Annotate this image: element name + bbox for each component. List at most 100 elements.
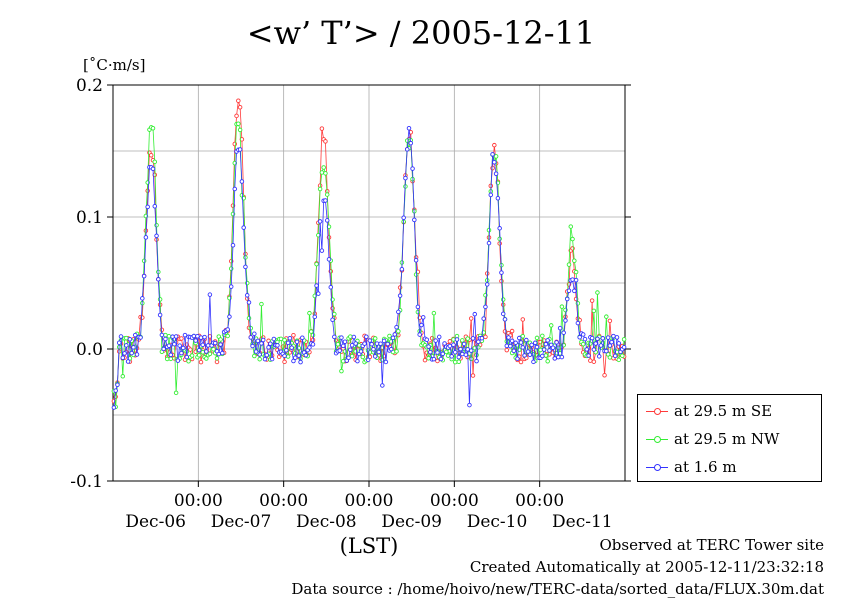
x-tick-date-1: Dec-07 xyxy=(211,512,272,532)
series-2-point-211 xyxy=(486,240,492,246)
series-1-point-211 xyxy=(486,227,492,233)
legend-label-nw: at 29.5 m NW xyxy=(674,430,780,448)
series-1-point-192 xyxy=(452,359,458,365)
series-2-point-163 xyxy=(401,215,406,220)
series-2-point-33 xyxy=(170,334,175,339)
series-2-point-100 xyxy=(289,345,294,350)
series-2-point-1 xyxy=(113,388,118,393)
series-1-point-124 xyxy=(332,311,337,317)
series-2-point-96 xyxy=(282,353,287,359)
series-2-point-139 xyxy=(358,349,364,354)
series-0-point-229 xyxy=(518,359,524,365)
series-2-point-78 xyxy=(250,343,255,349)
series-2-point-270 xyxy=(591,347,597,352)
series-2-point-256 xyxy=(566,288,572,293)
series-1-point-134 xyxy=(349,353,355,359)
series-2-point-132 xyxy=(346,355,351,360)
series-2-point-183 xyxy=(436,334,442,340)
series-1-point-138 xyxy=(356,343,362,348)
series-2-point-37 xyxy=(177,343,182,348)
series-2-point-68 xyxy=(232,186,238,192)
series-2-point-143 xyxy=(365,357,371,363)
series-1-point-110 xyxy=(307,310,312,316)
series-0-point-268 xyxy=(588,358,593,363)
series-2-point-198 xyxy=(463,352,469,357)
series-0-point-279 xyxy=(607,318,613,324)
series-0-point-214 xyxy=(492,142,497,148)
series-2-point-278 xyxy=(605,335,611,340)
series-2-point-203 xyxy=(472,311,478,317)
series-2-point-283 xyxy=(614,335,620,340)
series-2-point-36 xyxy=(175,358,181,363)
series-1-point-270 xyxy=(591,308,597,314)
series-2-point-152 xyxy=(381,338,387,344)
series-1-point-29 xyxy=(163,332,168,338)
series-2-point-275 xyxy=(600,336,606,341)
series-2-point-157 xyxy=(390,335,396,341)
series-2-point-216 xyxy=(495,195,501,201)
series-1-point-54 xyxy=(207,351,213,357)
series-2-point-23 xyxy=(152,204,158,209)
series-1-point-98 xyxy=(285,354,291,359)
series-2-point-47 xyxy=(195,333,200,339)
series-1-point-5 xyxy=(120,374,126,379)
series-2-point-127 xyxy=(337,348,342,353)
series-2-point-40 xyxy=(182,332,188,338)
series-0-point-58 xyxy=(214,359,220,365)
series-2-point-226 xyxy=(513,340,518,346)
series-2-point-106 xyxy=(300,335,305,341)
series-2-point-280 xyxy=(609,339,614,345)
series-2-point-165 xyxy=(404,147,410,152)
series-2-point-265 xyxy=(582,336,588,342)
series-2-point-234 xyxy=(527,352,533,358)
series-2-point-102 xyxy=(292,355,298,360)
series-1-point-17 xyxy=(141,258,147,264)
series-2-point-161 xyxy=(397,293,403,298)
series-2-point-128 xyxy=(339,335,344,340)
series-1-point-83 xyxy=(259,301,264,307)
series-1-point-70 xyxy=(236,121,241,127)
series-0-point-70 xyxy=(236,98,241,103)
series-2-point-53 xyxy=(205,343,211,348)
series-2-point-60 xyxy=(218,342,223,347)
series-2-point-134 xyxy=(349,342,355,348)
series-2-point-149 xyxy=(376,349,382,355)
series-2-point-287 xyxy=(621,344,627,350)
series-2-point-167 xyxy=(408,140,414,146)
legend-item-se: at 29.5 m SE xyxy=(646,401,772,421)
series-2-point-104 xyxy=(296,353,302,358)
series-2-point-75 xyxy=(244,293,250,298)
series-2-point-7 xyxy=(124,343,129,348)
series-1-point-50 xyxy=(200,350,206,355)
series-2-point-159 xyxy=(394,324,399,330)
series-2-point-241 xyxy=(540,353,545,359)
series-2-point-57 xyxy=(212,340,218,346)
series-2-point-67 xyxy=(230,243,236,248)
series-2-point-264 xyxy=(580,332,586,337)
series-2-point-38 xyxy=(179,350,184,356)
x-tick-time-2: 00:00 xyxy=(259,491,308,511)
series-1-point-170 xyxy=(413,272,419,277)
series-2-point-231 xyxy=(522,353,527,358)
chart-legend: at 29.5 m SE at 29.5 m NW at 1.6 m xyxy=(637,394,822,482)
series-0-point-43 xyxy=(188,347,193,352)
series-2-point-223 xyxy=(508,343,513,349)
x-tick-time-4: 00:00 xyxy=(430,491,479,511)
series-1-point-244 xyxy=(545,358,550,364)
series-2-point-141 xyxy=(362,341,367,346)
series-2-point-279 xyxy=(607,343,613,348)
series-2-point-195 xyxy=(458,346,463,352)
series-2-point-259 xyxy=(572,288,577,294)
series-0-point-179 xyxy=(429,335,435,341)
series-1-point-58 xyxy=(214,356,220,361)
series-2-point-219 xyxy=(500,311,506,317)
series-1-point-230 xyxy=(520,333,526,339)
series-1-point-30 xyxy=(164,356,170,362)
series-0-point-189 xyxy=(447,339,453,344)
series-2-point-142 xyxy=(364,334,369,339)
series-2-point-8 xyxy=(125,359,131,364)
series-2-point-170 xyxy=(413,258,419,263)
series-2-point-6 xyxy=(122,351,127,356)
series-2-point-46 xyxy=(193,338,198,343)
series-2-point-176 xyxy=(424,337,430,342)
